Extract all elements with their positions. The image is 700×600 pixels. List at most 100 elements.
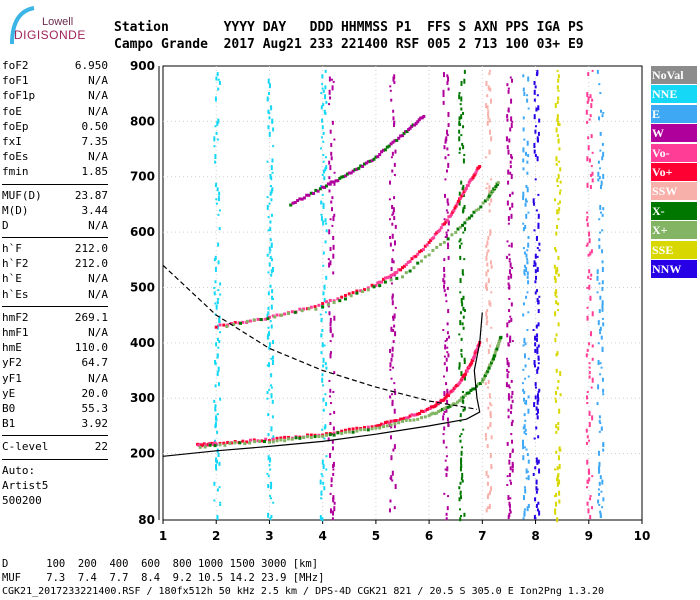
interference-mark [507,222,510,225]
interference-mark [505,255,508,259]
interference-mark [214,359,217,364]
legend-item: NNE [651,85,697,104]
interference-mark [588,422,591,428]
interference-mark [601,260,604,264]
interference-mark [443,492,446,495]
interference-mark [321,74,324,79]
interference-mark [446,80,449,85]
interference-mark [332,468,335,471]
interference-mark [443,375,446,378]
trace-point [404,271,408,275]
interference-mark [591,69,594,72]
interference-mark [218,209,221,212]
trace-point [465,217,469,221]
interference-mark [442,439,445,444]
interference-mark [219,501,222,504]
interference-mark [534,253,537,259]
interference-mark [537,300,540,305]
interference-mark [322,220,325,226]
interference-mark [270,481,273,487]
interference-mark [601,306,604,312]
trace-point [446,394,450,398]
trace-point [229,441,233,445]
trace-point [456,227,460,231]
param-value: 3.44 [81,203,109,217]
trace-point [402,264,406,268]
interference-mark [325,402,328,407]
trace-point [467,365,471,369]
trace-point [218,323,222,327]
interference-mark [329,129,332,134]
interference-mark [214,154,217,160]
trace-point [475,347,479,351]
interference-mark [446,399,449,404]
trace-point [357,166,361,170]
interference-mark [599,149,602,152]
interference-mark [446,134,449,137]
interference-mark [597,359,600,365]
interference-mark [557,173,560,179]
trace-point [461,223,465,227]
interference-mark [601,300,604,306]
interference-mark [216,337,219,341]
interference-mark [553,198,556,202]
interference-mark [510,123,513,129]
interference-mark [458,200,461,206]
interference-mark [389,395,392,399]
interference-mark [270,176,273,181]
interference-mark [487,278,490,284]
interference-mark [523,486,526,489]
trace-point [252,438,256,442]
interference-mark [537,362,540,365]
trace-point [458,381,462,385]
interference-mark [322,357,325,363]
interference-mark [524,224,527,229]
interference-mark [322,481,325,485]
interference-mark [555,450,558,454]
param-row: C-level 22 [2,439,108,454]
interference-mark [271,118,274,123]
interference-mark [505,382,508,388]
interference-mark [555,162,558,166]
interference-mark [458,94,461,100]
interference-mark [526,258,529,261]
interference-mark [507,384,510,388]
param-name: fmin [2,165,29,179]
trace-point [334,179,338,183]
interference-mark [601,249,604,254]
interference-mark [219,282,222,286]
interference-mark [590,273,593,277]
interference-mark [322,169,325,174]
interference-mark [324,240,327,244]
interference-mark [443,390,446,396]
interference-mark [463,204,466,209]
interference-mark [488,209,491,213]
trace-point [474,171,478,175]
interference-mark [268,464,271,467]
interference-mark [536,333,539,338]
interference-mark [522,444,525,450]
trace-point [321,305,325,309]
interference-mark [458,147,461,151]
interference-mark [535,413,538,416]
trace-point [461,192,465,196]
trace-point [374,424,378,428]
x-tick-label: 10 [634,529,651,543]
interference-mark [443,410,446,413]
param-row: foEp 0.50 [2,119,108,134]
interference-mark [488,202,491,206]
interference-mark [268,342,271,348]
interference-mark [332,80,335,83]
interference-mark [445,517,448,521]
interference-mark [462,408,465,412]
interference-mark [446,331,449,335]
trace-point [413,123,417,127]
interference-mark [460,134,463,137]
interference-mark [266,96,269,102]
trace-point [455,202,459,206]
param-row: fmin 1.85 [2,164,108,179]
interference-mark [536,136,539,142]
interference-mark [320,490,323,496]
autoscale-info: Artist5 [2,478,49,492]
interference-mark [446,351,449,354]
